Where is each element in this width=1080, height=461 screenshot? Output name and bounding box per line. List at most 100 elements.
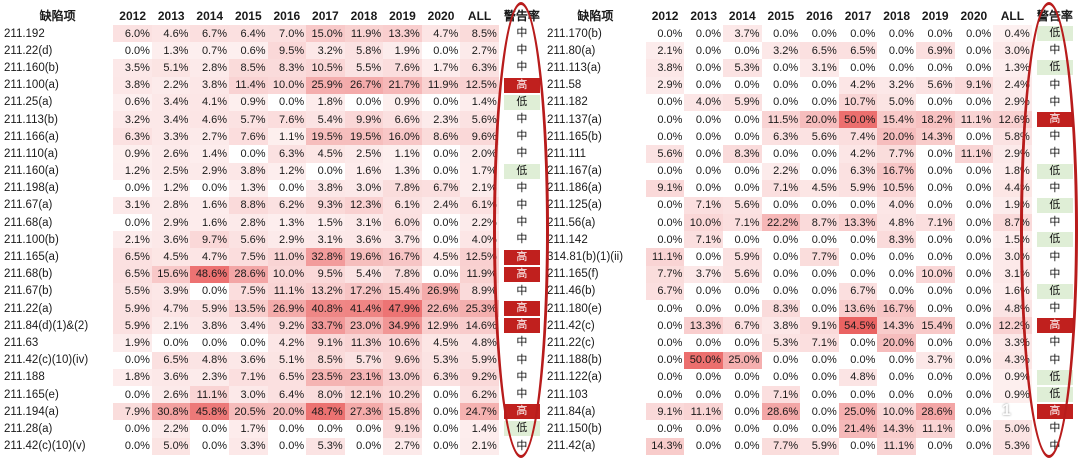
rate-cell: 9.5% [306,265,345,283]
rate-cell: 0.0% [124,354,150,367]
rate-cell: 9.2% [460,368,499,386]
header-col-2016: 2016 [273,8,301,23]
rate-cell: 0.0% [888,44,914,57]
rate-cell: 2.9% [993,93,1032,111]
rate-cell: 13.5% [229,300,268,318]
rate-cell: 0.0% [695,371,721,384]
rate-cell: 4.8% [877,214,916,232]
defect-code-cell: 211.110(a) [4,147,58,160]
rate-cell: 2.7% [190,128,230,146]
rate-cell: 11.1% [954,145,994,163]
rate-cell: 7.1% [722,214,762,232]
rate-cell: 8.5% [306,351,345,369]
rate-cell: 0.4% [993,25,1032,43]
rate-cell: 0.0% [317,165,343,178]
table-row: 211.160(a) 1.2% 2.5% 2.9% 3.8% 1.2% 0.0% 1.6% 1.… [2,162,545,180]
rate-cell: 11.0% [267,248,307,266]
rate-cell: 3.1% [993,265,1032,283]
rate-cell: 4.8% [460,334,499,352]
rate-cell: 0.0% [433,233,459,246]
rate-cell: 6.5% [800,42,839,60]
rate-cell: 2.7% [460,42,499,60]
rate-cell: 5.9% [800,437,839,455]
defect-code-cell: 211.194(a) [4,405,59,418]
rate-cell: 13.3% [383,25,422,43]
rate-cell: 0.0% [734,113,760,126]
table-row: 211.111 5.6% 0.0% 8.3% 0.0% 0.0% 4.2% 7.7% 0.0% 1… [545,145,1078,163]
rate-cell: 26.9% [267,300,307,318]
rate-cell: 9.6% [383,351,422,369]
rate-cell: 5.0% [151,437,191,455]
rate-cell: 3.2% [877,76,916,94]
warning-level-badge: 中 [503,180,540,196]
rate-cell: 8.7% [993,214,1032,232]
rate-cell: 8.3% [267,59,307,77]
rate-cell: 6.7% [421,179,461,197]
rate-cell: 12.3% [344,196,384,215]
rate-cell: 0.0% [695,61,721,74]
rate-cell: 0.0% [927,61,953,74]
rate-cell: 0.9% [993,368,1032,386]
warning-level-badge: 高 [503,266,540,282]
rate-cell: 5.8% [344,42,384,60]
defect-code-cell: 211.67(a) [4,199,53,212]
rate-cell: 13.2% [306,282,345,300]
rate-cell: 0.0% [433,165,459,178]
table-row: 211.188(b) 0.0% 50.0% 25.0% 0.0% 0.0% 0.0% 0.0%… [545,351,1078,369]
header-warning-rate: 警告率 [1036,9,1073,23]
rate-cell: 0.0% [734,285,760,298]
rate-cell: 0.0% [927,388,953,401]
rate-cell: 9.5% [267,42,307,60]
rate-cell: 1.6% [190,196,230,215]
defect-code-cell: 211.46(b) [547,285,596,298]
rate-cell: 14.3% [877,420,916,438]
rate-cell: 1.3% [267,214,307,232]
table-row: 211.68(b) 6.5% 15.6% 48.6% 28.6% 10.0% 9.5% 5.4… [2,265,545,283]
header-col-2017: 2017 [844,8,872,23]
rate-cell: 1.1% [267,128,307,146]
rate-cell: 7.1% [761,179,801,197]
warning-rate-cell: 中 [1032,214,1078,231]
rate-cell: 2.9% [645,76,685,94]
warning-level-badge: 中 [503,438,540,454]
rate-cell: 0.0% [163,336,189,349]
rate-cell: 1.9% [993,196,1032,215]
rate-cell: 0.0% [695,44,721,57]
rate-cell: 50.0% [684,351,723,369]
table-row: 211.110(a) 0.9% 2.6% 1.4% 0.0% 6.3% 4.5% 2.5% 1.… [2,145,545,163]
warning-rate-cell: 中 [1032,300,1078,317]
header-col-2015: 2015 [234,8,262,23]
rate-cell: 8.9% [460,282,499,300]
rate-cell: 14.3% [645,437,685,455]
header-row: 缺陷项 2012 2013 2014 2015 2016 2017 2018 2019 2020 A… [2,6,545,25]
rate-cell [993,403,1032,420]
defect-code-cell: 211.160(b) [4,61,59,74]
defect-code-cell: 211.68(a) [4,216,53,229]
rate-cell: 0.0% [695,440,721,453]
rate-cell: 9.1% [954,76,994,94]
rate-cell: 0.0% [927,285,953,298]
rate-cell: 1.6% [190,214,230,232]
rate-cell: 12.6% [993,110,1032,129]
table-row: 211.28(a) 0.0% 2.2% 0.0% 1.7% 0.0% 0.0% 0.0% 9.1… [2,420,545,438]
table-row: 211.122(a) 0.0% 0.0% 0.0% 0.0% 0.0% 4.8% 0.0% 0.… [545,368,1078,386]
header-col-2012: 2012 [119,8,146,23]
warning-rate-cell: 中 [1032,248,1078,265]
warning-rate-cell: 中 [499,59,545,76]
rate-cell: 3.1% [306,231,345,249]
warning-rate-cell: 中 [499,352,545,369]
warning-rate-cell: 中 [499,25,545,42]
rate-cell: 0.9% [993,385,1032,404]
rate-cell: 6.2% [267,196,307,215]
rate-cell: 0.0% [657,233,683,246]
rate-cell: 5.3% [761,334,801,352]
rate-cell: 0.0% [811,285,837,298]
rate-cell: 32.8% [306,248,345,266]
rate-cell: 0.0% [240,147,266,160]
rate-cell: 5.9% [722,93,762,111]
rate-cell: 0.0% [850,199,876,212]
rate-cell: 3.6% [344,231,384,249]
rate-cell: 5.9% [838,179,878,197]
defect-code-cell: 211.80(a) [547,44,596,57]
